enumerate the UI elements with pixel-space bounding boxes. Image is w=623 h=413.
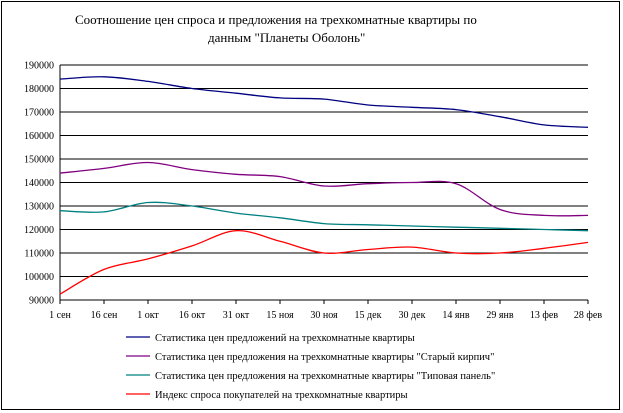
x-tick-label: 14 янв: [442, 310, 469, 321]
y-tick-label: 110000: [24, 249, 54, 260]
x-tick-label: 30 дек: [399, 310, 426, 321]
series-demand-index: [59, 230, 589, 295]
x-tick-label: 15 дек: [355, 310, 382, 321]
chart-title-line2: данным "Планеты Оболонь": [208, 30, 365, 45]
y-tick-label: 140000: [24, 178, 54, 189]
y-tick-label: 160000: [24, 131, 54, 142]
y-tick-label: 100000: [24, 272, 54, 283]
x-tick-label: 30 ноя: [310, 310, 338, 321]
series-offers-all: [59, 76, 589, 128]
legend-offers-panel-label: Статистика цен предложения на трехкомнат…: [155, 371, 495, 382]
y-tick-label: 90000: [29, 296, 54, 307]
x-tick-label: 13 фев: [530, 310, 558, 321]
legend: Статистика цен предложений на трехкомнат…: [126, 333, 495, 401]
x-tick-label: 15 ноя: [266, 310, 294, 321]
chart-title-line1: Соотношение цен спроса и предложения на …: [75, 12, 477, 27]
series-offers-old-brick: [59, 161, 589, 217]
x-tick-label: 16 окт: [179, 310, 206, 321]
legend-offers-all-label: Статистика цен предложений на трехкомнат…: [155, 333, 415, 344]
x-tick-label: 29 янв: [486, 310, 513, 321]
legend-demand-index-label: Индекс спроса покупателей на трехкомнатн…: [155, 390, 408, 401]
legend-offers-old-brick-label: Статистика цен предложения на трехкомнат…: [155, 352, 494, 363]
x-tick-label: 16 сен: [91, 310, 118, 321]
plot-area: 190000 180000 170000 160000 150000 140000 1300…: [24, 61, 602, 322]
series-offers-panel: [59, 201, 589, 232]
x-tick-label: 1 сен: [49, 310, 71, 321]
y-tick-label: 150000: [24, 155, 54, 166]
y-tick-label: 170000: [24, 108, 54, 119]
y-tick-label: 130000: [24, 202, 54, 213]
y-tick-label: 180000: [24, 84, 54, 95]
x-tick-label: 1 окт: [137, 310, 159, 321]
y-tick-label: 120000: [24, 225, 54, 236]
x-tick-label: 31 окт: [223, 310, 250, 321]
x-tick-label: 28 фев: [574, 310, 602, 321]
y-tick-label: 190000: [24, 61, 54, 72]
